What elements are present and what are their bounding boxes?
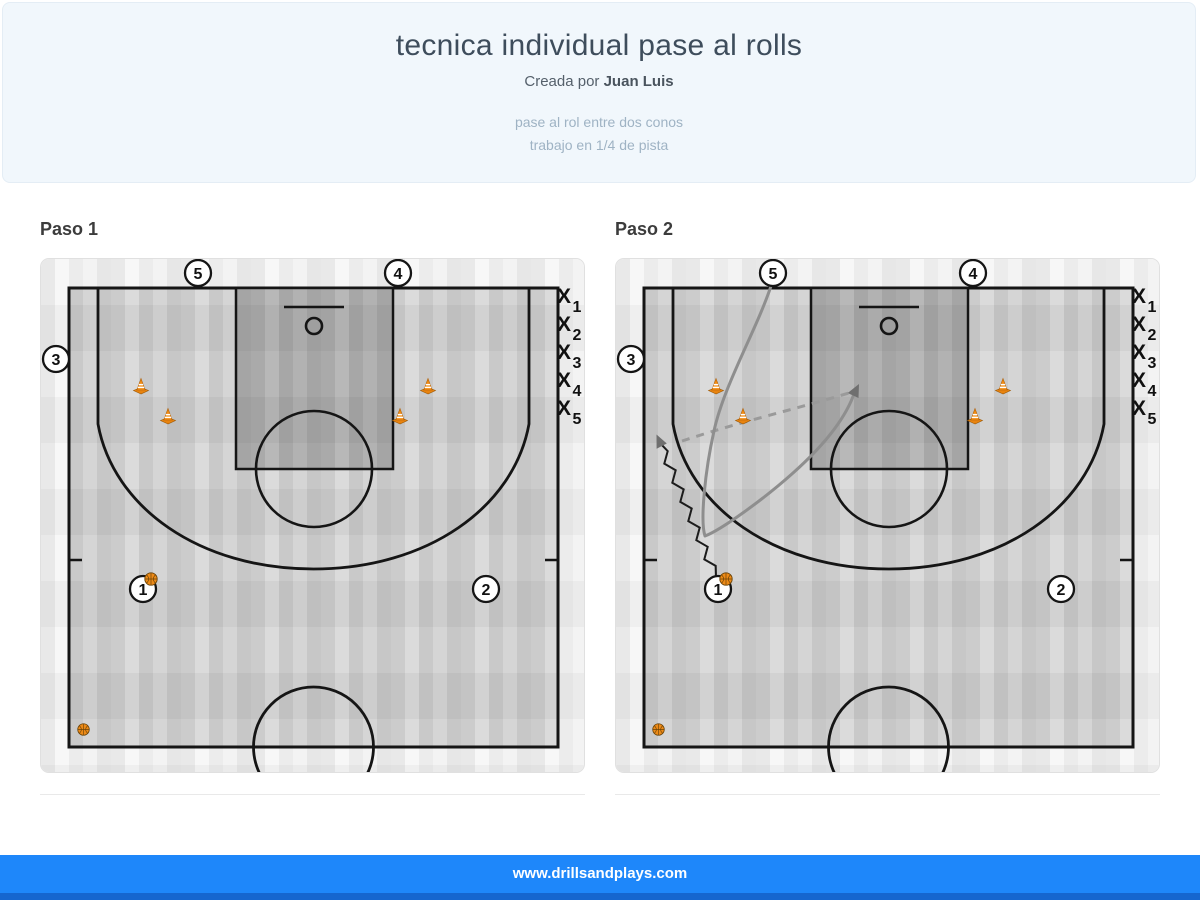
dribble-zigzag-line xyxy=(659,442,717,578)
svg-text:2: 2 xyxy=(1148,327,1157,344)
svg-text:4: 4 xyxy=(394,266,403,283)
arrowhead-icon xyxy=(847,384,859,398)
player-marker-3: 3 xyxy=(616,344,646,374)
drill-header: tecnica individual pase al rolls Creada … xyxy=(2,2,1196,183)
svg-text:X: X xyxy=(557,341,571,364)
created-by-prefix: Creada por xyxy=(524,73,600,90)
defender-marker-x2: X 2 xyxy=(1132,313,1157,344)
description-line-2: trabajo en 1/4 de pista xyxy=(529,137,669,153)
player-marker-2: 2 xyxy=(471,574,501,604)
court-diagram-step-2: 5 4 3 1 2 X 1 X 2 X 3 xyxy=(615,258,1160,773)
svg-text:X: X xyxy=(557,285,571,308)
svg-text:X: X xyxy=(1132,313,1146,336)
svg-text:X: X xyxy=(557,397,571,420)
svg-text:4: 4 xyxy=(969,266,978,283)
svg-text:4: 4 xyxy=(573,383,582,400)
svg-text:X: X xyxy=(557,313,571,336)
player-marker-3: 3 xyxy=(41,344,71,374)
svg-text:2: 2 xyxy=(482,582,491,599)
cut-and-roll-line xyxy=(701,284,857,538)
svg-text:5: 5 xyxy=(194,266,203,283)
svg-text:3: 3 xyxy=(52,352,61,369)
player-marker-5: 5 xyxy=(758,259,788,288)
court-floor xyxy=(616,259,1160,773)
defender-marker-x5: X 5 xyxy=(557,397,582,428)
court-diagram-step-1: 5 4 3 1 2 X 1 X 2 X 3 xyxy=(40,258,585,773)
footer-site-link[interactable]: www.drillsandplays.com xyxy=(512,865,688,882)
svg-text:5: 5 xyxy=(1148,411,1157,428)
svg-text:3: 3 xyxy=(573,355,582,372)
svg-text:X: X xyxy=(1132,397,1146,420)
svg-text:1: 1 xyxy=(714,582,723,599)
defender-marker-x1: X 1 xyxy=(1132,285,1157,316)
court-floor xyxy=(41,259,585,773)
svg-text:2: 2 xyxy=(573,327,582,344)
player-marker-4: 4 xyxy=(958,259,988,288)
svg-text:1: 1 xyxy=(139,582,148,599)
svg-text:5: 5 xyxy=(769,266,778,283)
defender-marker-x2: X 2 xyxy=(557,313,582,344)
svg-text:5: 5 xyxy=(573,411,582,428)
defender-marker-x3: X 3 xyxy=(557,341,582,372)
description-line-1: pase al rol entre dos conos xyxy=(514,114,684,130)
footer-accent-bar xyxy=(0,893,1200,900)
svg-text:X: X xyxy=(1132,369,1146,392)
author-name: Juan Luis xyxy=(603,73,674,90)
basketball-icon xyxy=(652,723,665,736)
player-marker-2: 2 xyxy=(1046,574,1076,604)
player-marker-4: 4 xyxy=(383,259,413,288)
basketball-icon xyxy=(77,723,90,736)
footer: www.drillsandplays.com xyxy=(0,855,1200,900)
svg-text:X: X xyxy=(1132,341,1146,364)
svg-text:4: 4 xyxy=(1148,383,1157,400)
player-marker-5: 5 xyxy=(183,259,213,288)
arrowhead-icon xyxy=(656,434,667,449)
defender-marker-x1: X 1 xyxy=(557,285,582,316)
step-2-label: Paso 2 xyxy=(615,219,674,239)
svg-text:X: X xyxy=(557,369,571,392)
defender-marker-x4: X 4 xyxy=(1132,369,1157,400)
page-title: tecnica individual pase al rolls xyxy=(395,29,803,62)
svg-text:2: 2 xyxy=(1057,582,1066,599)
basketball-icon xyxy=(144,572,158,586)
svg-text:X: X xyxy=(1132,285,1146,308)
svg-text:3: 3 xyxy=(627,352,636,369)
defender-marker-x4: X 4 xyxy=(557,369,582,400)
step-1-label: Paso 1 xyxy=(40,219,99,239)
svg-text:3: 3 xyxy=(1148,355,1157,372)
svg-text:1: 1 xyxy=(1148,299,1157,316)
court-svg-1: 5 4 3 1 2 X 1 X 2 X 3 xyxy=(41,259,585,773)
defender-marker-x3: X 3 xyxy=(1132,341,1157,372)
defender-marker-x5: X 5 xyxy=(1132,397,1157,428)
divider xyxy=(40,794,585,795)
pass-line xyxy=(681,391,850,443)
divider xyxy=(615,794,1160,795)
basketball-icon xyxy=(719,572,733,586)
svg-text:1: 1 xyxy=(573,299,582,316)
drill-description: pase al rol entre dos conos trabajo en 1… xyxy=(3,111,1195,157)
created-by-line: Creada por Juan Luis xyxy=(3,73,1195,90)
court-svg-2: 5 4 3 1 2 X 1 X 2 X 3 xyxy=(616,259,1160,773)
